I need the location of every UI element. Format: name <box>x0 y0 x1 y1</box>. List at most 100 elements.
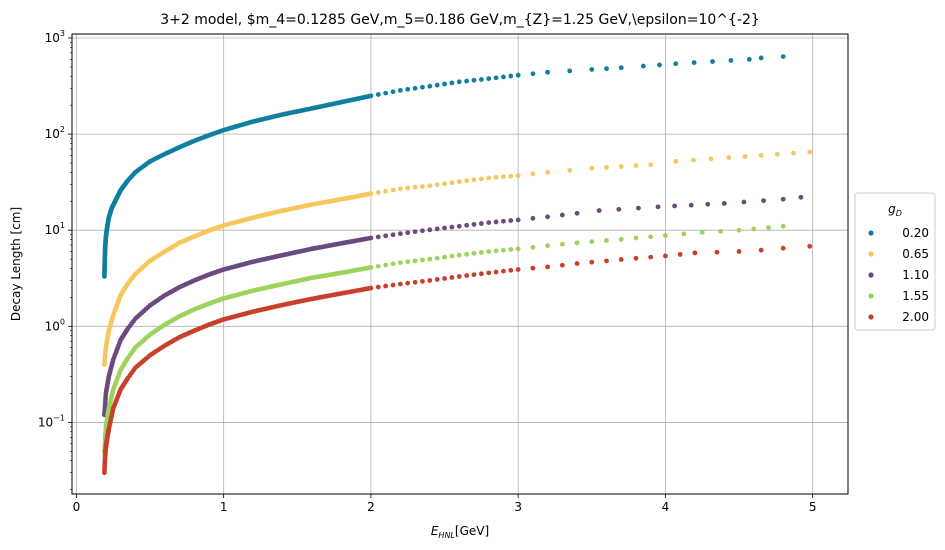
data-point <box>427 256 433 262</box>
data-point <box>736 227 742 233</box>
data-point <box>412 258 418 264</box>
data-point <box>486 76 492 82</box>
data-point <box>493 248 499 254</box>
data-point <box>545 169 551 175</box>
data-point <box>751 226 757 232</box>
data-point <box>501 247 506 253</box>
data-point <box>545 243 551 249</box>
legend: gD 0.20 0.65 1.10 1.55 2.00 <box>854 192 936 331</box>
y-axis-ticks: 10−1 100 101 102 103 <box>38 29 72 490</box>
data-point <box>672 203 678 209</box>
data-point <box>515 267 521 272</box>
legend-marker <box>868 272 874 278</box>
data-point <box>478 221 484 226</box>
data-point <box>508 247 514 252</box>
data-point <box>673 61 679 67</box>
x-tick-label: 1 <box>220 500 228 514</box>
y-axis-label: Decay Length [cm] <box>9 207 23 321</box>
data-point <box>442 254 447 260</box>
data-point <box>681 231 687 237</box>
data-points <box>101 54 813 476</box>
data-point <box>766 225 771 230</box>
data-point <box>478 176 484 182</box>
data-point <box>478 271 484 277</box>
data-point <box>589 67 595 72</box>
data-point <box>545 264 551 270</box>
data-point <box>427 83 433 89</box>
data-point <box>420 228 425 234</box>
legend-label: 1.10 <box>902 268 929 282</box>
data-point <box>442 81 447 87</box>
data-point <box>456 252 462 258</box>
data-point <box>397 281 403 287</box>
data-point <box>807 243 813 249</box>
data-point <box>501 174 506 180</box>
data-point <box>618 236 624 242</box>
x-tick-label: 4 <box>662 500 670 514</box>
data-point <box>427 183 433 189</box>
data-point <box>618 65 624 71</box>
data-point <box>618 257 624 262</box>
data-point <box>390 261 396 267</box>
data-point <box>780 196 786 202</box>
data-point <box>390 89 396 95</box>
data-point <box>567 167 573 173</box>
data-point <box>442 276 447 281</box>
data-point <box>427 227 433 233</box>
x-tick-label: 0 <box>73 500 81 514</box>
data-point <box>420 84 425 90</box>
data-point <box>434 182 440 188</box>
data-point <box>530 215 536 221</box>
data-point <box>741 199 747 205</box>
data-point <box>648 162 654 168</box>
x-axis-label-unit: [GeV] <box>455 524 489 538</box>
data-point <box>714 249 720 255</box>
data-point <box>427 278 433 283</box>
data-point <box>478 250 484 255</box>
data-point <box>368 191 374 197</box>
data-point <box>655 204 661 210</box>
data-point <box>530 265 536 271</box>
data-point <box>559 241 565 247</box>
data-point <box>673 158 679 164</box>
chart-title: 3+2 model, $m_4=0.1285 GeV,m_5=0.186 GeV… <box>160 12 760 28</box>
data-point <box>456 223 462 229</box>
data-point <box>420 184 425 189</box>
data-point <box>508 173 514 179</box>
data-point <box>405 259 411 265</box>
data-point <box>589 259 595 265</box>
data-point <box>501 268 506 274</box>
legend-marker <box>868 230 874 236</box>
data-point <box>736 249 742 254</box>
data-point <box>530 71 536 77</box>
data-point <box>486 175 492 181</box>
data-point <box>508 218 514 223</box>
data-point <box>368 265 374 270</box>
data-point <box>412 279 418 285</box>
legend-label: 0.20 <box>902 226 929 240</box>
data-point <box>604 66 609 72</box>
legend-marker <box>868 293 874 299</box>
x-tick-label: 2 <box>367 500 375 514</box>
data-point <box>449 275 455 280</box>
data-point <box>690 157 696 163</box>
legend-label: 2.00 <box>902 310 929 324</box>
data-point <box>486 249 492 254</box>
data-point <box>383 90 389 96</box>
data-point <box>493 75 499 81</box>
data-point <box>383 233 389 239</box>
data-point <box>616 206 622 212</box>
data-point <box>559 262 565 268</box>
data-point <box>574 261 580 266</box>
data-point <box>545 69 551 75</box>
data-point <box>515 72 521 78</box>
data-point <box>559 212 565 218</box>
data-point <box>501 218 506 224</box>
data-point <box>471 177 477 183</box>
data-point <box>383 188 389 194</box>
data-point <box>604 165 609 170</box>
data-point <box>589 165 595 171</box>
data-point <box>663 233 668 238</box>
data-point <box>567 68 573 74</box>
data-point <box>761 198 766 204</box>
